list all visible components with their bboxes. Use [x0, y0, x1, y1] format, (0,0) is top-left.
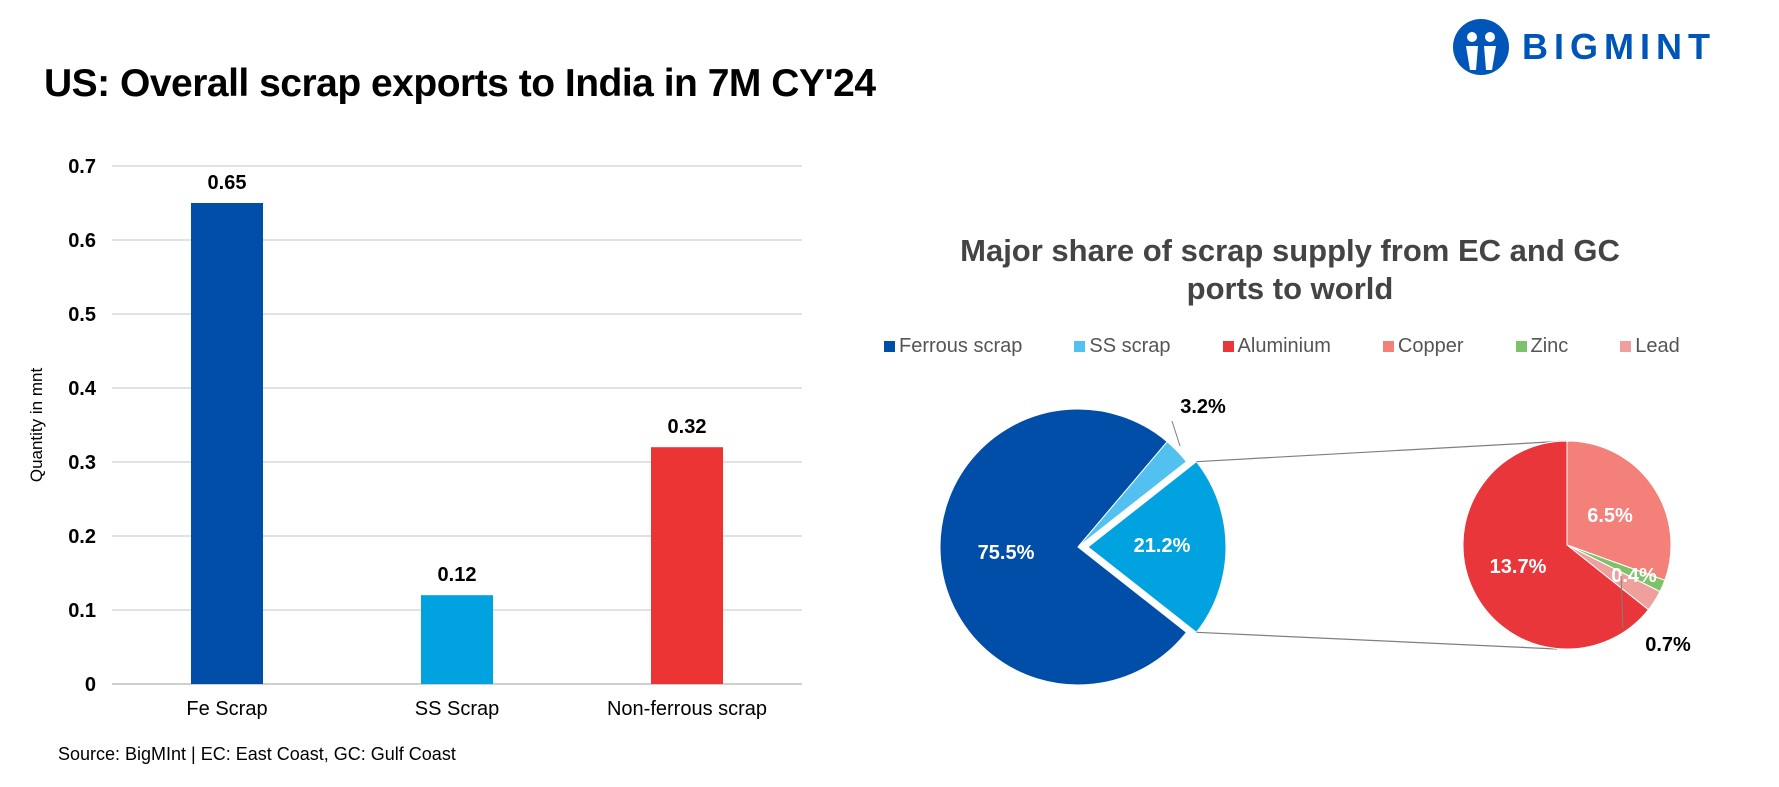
- y-tick-label: 0: [85, 674, 96, 696]
- pie-label-copper: 6.5%: [1587, 505, 1633, 527]
- legend-label: Ferrous scrap: [899, 334, 1023, 357]
- pie-label-lead: 0.7%: [1645, 634, 1691, 656]
- pie-title-line-2: ports to world: [1186, 271, 1394, 306]
- pie-slice-ferrous-scrap: [939, 408, 1188, 686]
- pie-label-aluminium: 13.7%: [1490, 556, 1547, 578]
- pie-title-line-1: Major share of scrap supply from EC and …: [960, 233, 1620, 268]
- legend-label: Zinc: [1530, 334, 1569, 357]
- legend-swatch: [1222, 340, 1234, 352]
- legend-item: Aluminium: [1222, 334, 1331, 358]
- bar-value-label: 0.65: [208, 172, 247, 194]
- legend-label: SS scrap: [1089, 334, 1171, 357]
- connector-line-top: [1196, 440, 1568, 463]
- pie-slice-zinc: [1566, 544, 1666, 593]
- legend-item: Ferrous scrap: [884, 335, 1022, 358]
- bar-fe-scrap: [191, 203, 263, 684]
- legend-label: Aluminium: [1237, 334, 1331, 357]
- source-note: Source: BigMInt | EC: East Coast, GC: Gu…: [58, 744, 456, 764]
- legend-swatch: [1620, 340, 1632, 352]
- legend-swatch: [1382, 340, 1394, 352]
- legend-swatch: [1515, 340, 1527, 352]
- x-tick-label: SS Scrap: [415, 698, 499, 720]
- x-tick-label: Non-ferrous scrap: [607, 698, 767, 720]
- x-tick-label: Fe Scrap: [186, 698, 267, 720]
- legend-label: Copper: [1397, 334, 1464, 357]
- legend-item: Copper: [1382, 334, 1464, 358]
- legend-item: SS scrap: [1074, 334, 1171, 358]
- legend-swatch: [1074, 340, 1086, 352]
- pie-slice-other: [1087, 460, 1227, 634]
- pie-slice-copper: [1566, 440, 1672, 581]
- legend-swatch: [884, 340, 895, 352]
- y-tick-label: 0.4: [68, 378, 97, 400]
- legend-item: Lead: [1620, 335, 1680, 358]
- pie-label-zinc: 0.4%: [1611, 565, 1657, 587]
- pie-slice-aluminium: [1462, 440, 1650, 650]
- page-title: US: Overall scrap exports to India in 7M…: [44, 62, 876, 105]
- y-tick-label: 0.5: [68, 304, 96, 326]
- bar-non-ferrous-scrap: [651, 447, 723, 684]
- leader-line-ss: [1171, 420, 1181, 447]
- pie-slice-ss-scrap: [1077, 441, 1188, 548]
- connector-line-bottom: [1196, 631, 1558, 650]
- legend-label: Lead: [1635, 334, 1680, 357]
- pie-slice-lead: [1566, 544, 1661, 611]
- y-tick-label: 0.3: [68, 452, 96, 474]
- logo-mark-icon: [1453, 19, 1509, 75]
- legend-item: Zinc: [1515, 334, 1569, 358]
- pie-label-other: 21.2%: [1134, 535, 1191, 557]
- y-axis-label: Quantity in mnt: [27, 368, 46, 483]
- y-tick-label: 0.1: [68, 600, 96, 622]
- leader-line-lead: [1620, 575, 1624, 629]
- pie-label-ferrous-scrap: 75.5%: [978, 542, 1035, 564]
- bar-chart: 0 0.1 0.2 0.3 0.4 0.5 0.6 0.7 Quantity in mnt 0.6…: [27, 156, 802, 720]
- bar-value-label: 0.12: [438, 564, 477, 586]
- y-tick-label: 0.2: [68, 526, 96, 548]
- y-tick-label: 0.6: [68, 230, 96, 252]
- pie-chart-title: Major share of scrap supply from EC and …: [920, 232, 1660, 308]
- pie-label-ss-scrap: 3.2%: [1180, 396, 1226, 418]
- pie-legend: Ferrous scrap SS scrap Aluminium Copper Zinc…: [884, 334, 1680, 358]
- brand-logo: [1453, 19, 1509, 75]
- bar-value-label: 0.32: [668, 416, 707, 438]
- brand-name: BIGMINT: [1522, 26, 1716, 67]
- bar-ss-scrap: [421, 595, 493, 684]
- y-tick-label: 0.7: [68, 156, 96, 178]
